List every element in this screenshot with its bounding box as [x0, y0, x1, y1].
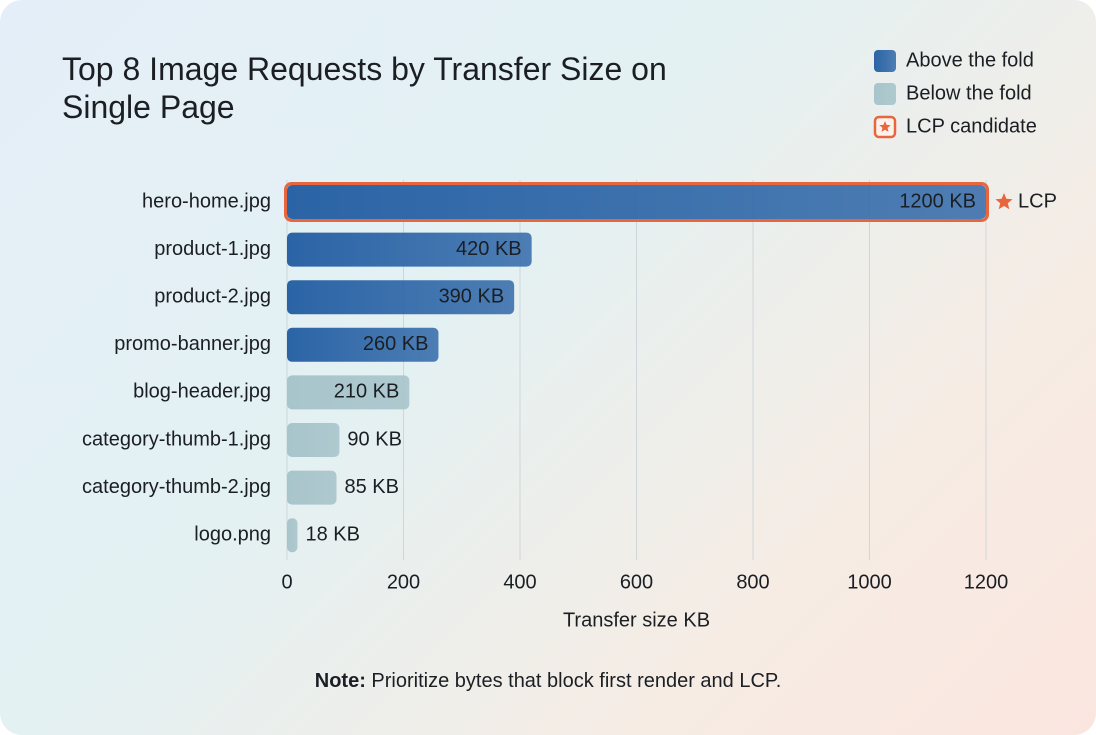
value-label: 18 KB	[305, 523, 359, 545]
value-label: 1200 KB	[899, 190, 976, 212]
legend-swatch	[874, 83, 896, 105]
legend-label: Above the fold	[906, 49, 1034, 71]
x-tick-label: 400	[503, 571, 536, 593]
y-tick-label: blog-header.jpg	[133, 381, 271, 403]
y-tick-label: category-thumb-1.jpg	[82, 428, 271, 450]
lcp-outline	[284, 182, 989, 222]
value-label: 85 KB	[345, 476, 399, 498]
value-label: 420 KB	[456, 238, 522, 260]
y-tick-label: promo-banner.jpg	[114, 333, 271, 355]
bar	[287, 280, 515, 315]
value-label: 90 KB	[347, 428, 401, 450]
lcp-label: LCP	[1018, 190, 1057, 212]
legend-swatch	[874, 50, 896, 72]
bar	[287, 518, 298, 553]
lcp-star	[995, 193, 1013, 210]
note: Note: Prioritize bytes that block first …	[0, 670, 1096, 693]
legend-star	[879, 121, 891, 132]
y-tick-label: category-thumb-2.jpg	[82, 476, 271, 498]
value-label: 390 KB	[439, 285, 505, 307]
note-label: Note:	[314, 670, 366, 692]
value-label: 260 KB	[363, 333, 429, 355]
legend-label: Below the fold	[906, 82, 1032, 104]
bar	[287, 185, 986, 219]
value-label: 210 KB	[334, 381, 400, 403]
note-text: Prioritize bytes that block first render…	[371, 670, 782, 692]
legend-label: LCP candidate	[906, 115, 1037, 137]
x-tick-label: 600	[620, 571, 653, 593]
bar	[287, 375, 410, 410]
x-tick-label: 800	[736, 571, 769, 593]
y-tick-label: product-2.jpg	[154, 285, 271, 307]
x-axis-label: Transfer size KB	[563, 609, 710, 631]
y-tick-label: product-1.jpg	[154, 238, 271, 260]
y-tick-label: logo.png	[194, 523, 271, 545]
y-tick-label: hero-home.jpg	[142, 190, 271, 212]
x-tick-label: 200	[387, 571, 420, 593]
bar	[287, 423, 340, 457]
bar	[287, 232, 532, 267]
bar	[287, 470, 337, 505]
x-tick-label: 1200	[964, 571, 1009, 593]
x-tick-label: 1000	[847, 571, 892, 593]
chart-title: Top 8 Image Requests by Transfer Size on…	[62, 51, 667, 125]
bar	[287, 327, 439, 362]
x-tick-label: 0	[281, 571, 292, 593]
